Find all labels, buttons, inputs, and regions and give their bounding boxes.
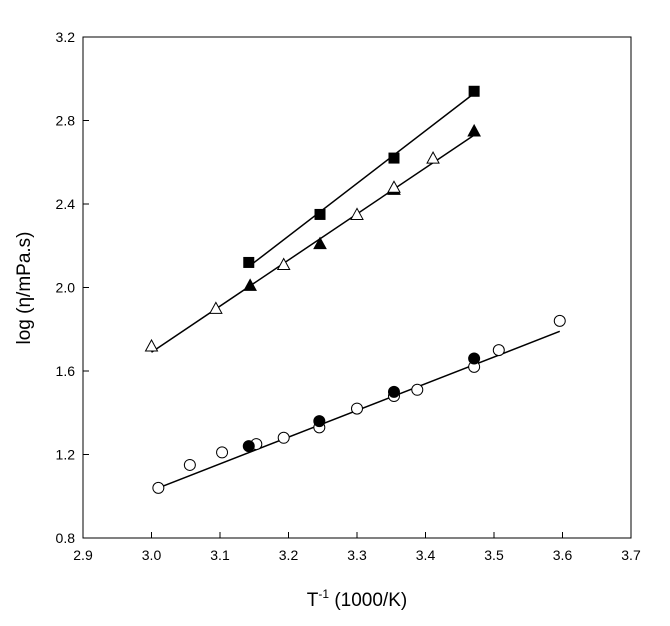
y-axis-label: log (η/mPa.s) bbox=[14, 232, 35, 345]
y-tick-label: 1.2 bbox=[56, 447, 76, 463]
x-tick-label: 3.6 bbox=[553, 547, 573, 563]
x-tick-label: 3.4 bbox=[416, 547, 436, 563]
data-point-square bbox=[388, 152, 400, 164]
data-point-circle bbox=[387, 385, 400, 398]
data-point-triangle bbox=[387, 180, 401, 193]
data-point-triangle bbox=[426, 151, 440, 164]
data-point-square bbox=[468, 85, 480, 97]
data-point-triangle bbox=[144, 338, 159, 352]
data-point-circle bbox=[216, 446, 229, 459]
y-tick-label: 3.2 bbox=[56, 29, 76, 45]
data-point-triangle bbox=[313, 236, 327, 250]
data-point-circle bbox=[492, 344, 505, 357]
x-tick-label: 2.9 bbox=[73, 547, 93, 563]
x-tick-label: 3.7 bbox=[621, 547, 641, 563]
x-axis-label: T-1 (1000/K) bbox=[307, 587, 407, 611]
fit-line bbox=[151, 134, 475, 353]
data-point-square bbox=[243, 256, 255, 268]
x-axis-label-sup: -1 bbox=[318, 587, 329, 601]
data-point-circle bbox=[553, 314, 566, 327]
data-point-circle bbox=[351, 402, 363, 415]
fit-line bbox=[248, 92, 475, 268]
y-tick-label: 2.4 bbox=[56, 196, 76, 212]
y-tick-label: 1.6 bbox=[56, 363, 76, 379]
y-tick-label: 2.8 bbox=[56, 113, 76, 129]
data-point-circle bbox=[183, 458, 196, 471]
data-point-triangle bbox=[209, 301, 223, 314]
x-axis-label-base: T bbox=[307, 590, 319, 611]
data-point-triangle bbox=[243, 278, 257, 291]
x-tick-label: 3.5 bbox=[484, 547, 504, 563]
plot-frame bbox=[82, 36, 632, 539]
x-axis-label-rest: (1000/K) bbox=[329, 590, 407, 611]
data-point-triangle bbox=[467, 123, 481, 137]
data-point-triangle bbox=[350, 207, 364, 220]
y-tick-label: 0.8 bbox=[56, 530, 76, 546]
data-point-circle bbox=[411, 383, 424, 396]
x-tick-label: 3.2 bbox=[279, 547, 299, 563]
data-point-circle bbox=[242, 440, 255, 453]
data-point-square bbox=[314, 208, 326, 220]
data-point-circle bbox=[313, 415, 326, 428]
data-point-circle bbox=[468, 352, 481, 365]
y-tick-label: 2.0 bbox=[56, 280, 76, 296]
data-point-circle bbox=[152, 481, 165, 494]
x-tick-label: 3.1 bbox=[210, 547, 230, 563]
x-tick-label: 3.0 bbox=[142, 547, 162, 563]
x-tick-label: 3.3 bbox=[347, 547, 367, 563]
data-point-triangle bbox=[276, 257, 291, 271]
data-point-circle bbox=[277, 431, 290, 444]
